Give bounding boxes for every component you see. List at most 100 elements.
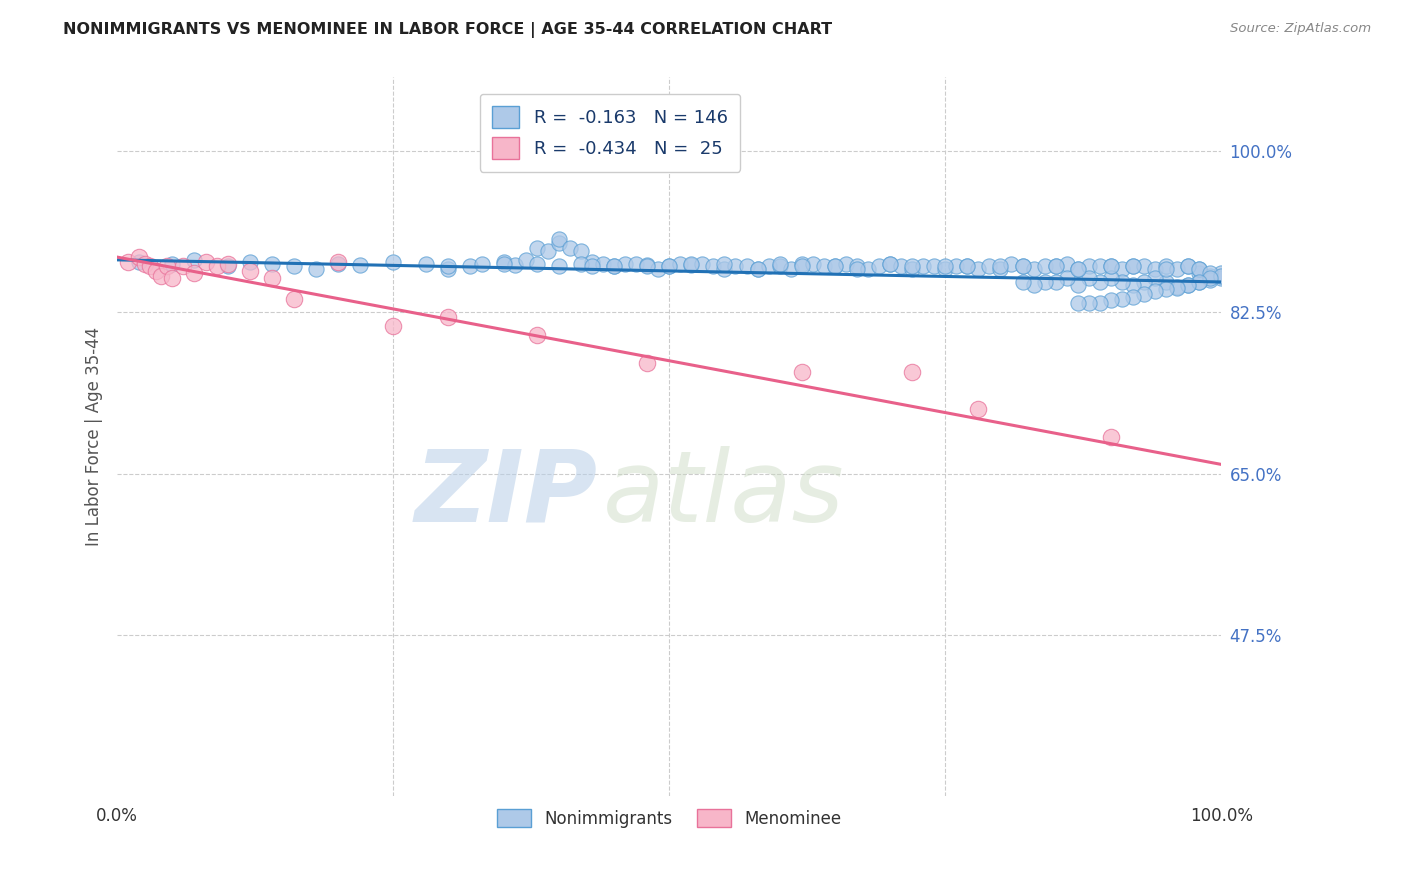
Point: [217, 260, 239, 274]
Point: [1199, 268, 1222, 283]
Point: [658, 260, 681, 274]
Point: [239, 254, 262, 268]
Y-axis label: In Labor Force | Age 35-44: In Labor Force | Age 35-44: [86, 327, 103, 546]
Point: [890, 260, 912, 274]
Legend: Nonimmigrants, Menominee: Nonimmigrants, Menominee: [491, 803, 848, 835]
Point: [713, 256, 735, 270]
Point: [1022, 262, 1045, 277]
Point: [713, 262, 735, 277]
Point: [724, 260, 747, 274]
Point: [1188, 266, 1211, 280]
Point: [128, 250, 150, 264]
Point: [1154, 260, 1177, 274]
Point: [813, 260, 835, 274]
Point: [183, 252, 205, 267]
Point: [1154, 275, 1177, 289]
Point: [747, 262, 769, 277]
Point: [1111, 292, 1133, 306]
Point: [205, 260, 228, 274]
Point: [603, 260, 626, 274]
Point: [801, 256, 824, 270]
Point: [747, 262, 769, 277]
Point: [128, 254, 150, 268]
Point: [758, 260, 780, 274]
Point: [868, 260, 890, 274]
Point: [735, 260, 758, 274]
Point: [658, 260, 681, 274]
Point: [1211, 266, 1233, 280]
Point: [526, 241, 548, 255]
Point: [537, 244, 560, 258]
Text: atlas: atlas: [603, 446, 845, 542]
Point: [979, 260, 1001, 274]
Point: [1077, 296, 1099, 310]
Point: [1177, 260, 1199, 274]
Point: [162, 256, 184, 270]
Point: [1045, 275, 1067, 289]
Point: [1000, 256, 1022, 270]
Point: [1122, 290, 1144, 304]
Point: [856, 262, 879, 277]
Point: [956, 260, 979, 274]
Point: [1077, 271, 1099, 285]
Point: [624, 256, 647, 270]
Point: [1143, 262, 1166, 277]
Point: [139, 260, 162, 274]
Point: [349, 259, 371, 273]
Point: [283, 260, 305, 274]
Point: [239, 264, 262, 278]
Point: [636, 356, 658, 370]
Point: [547, 232, 569, 246]
Point: [681, 259, 703, 273]
Point: [934, 262, 956, 277]
Point: [1122, 260, 1144, 274]
Point: [945, 260, 967, 274]
Point: [879, 256, 901, 270]
Point: [1099, 260, 1122, 274]
Point: [1154, 282, 1177, 296]
Point: [492, 254, 515, 268]
Point: [156, 260, 179, 274]
Point: [1088, 275, 1111, 289]
Point: [1188, 275, 1211, 289]
Point: [134, 256, 156, 270]
Point: [1067, 262, 1090, 277]
Point: [382, 254, 405, 268]
Point: [922, 260, 945, 274]
Point: [437, 262, 460, 277]
Point: [1166, 279, 1188, 293]
Point: [1133, 287, 1156, 301]
Point: [901, 260, 924, 274]
Point: [636, 259, 658, 273]
Point: [581, 260, 603, 274]
Point: [1067, 262, 1090, 277]
Point: [260, 256, 283, 270]
Point: [558, 241, 581, 255]
Point: [526, 328, 548, 343]
Point: [956, 260, 979, 274]
Point: [1033, 275, 1056, 289]
Point: [835, 256, 858, 270]
Point: [901, 365, 924, 379]
Point: [1199, 273, 1222, 287]
Point: [790, 365, 813, 379]
Point: [162, 271, 184, 285]
Point: [1077, 260, 1099, 274]
Point: [526, 256, 548, 270]
Point: [790, 260, 813, 274]
Point: [901, 262, 924, 277]
Point: [1011, 275, 1033, 289]
Point: [145, 264, 167, 278]
Point: [194, 254, 217, 268]
Point: [1099, 271, 1122, 285]
Point: [260, 271, 283, 285]
Point: [967, 262, 990, 277]
Point: [934, 260, 956, 274]
Point: [1033, 260, 1056, 274]
Point: [879, 256, 901, 270]
Point: [172, 260, 194, 274]
Point: [779, 262, 801, 277]
Point: [1099, 293, 1122, 308]
Point: [581, 254, 603, 268]
Point: [1143, 271, 1166, 285]
